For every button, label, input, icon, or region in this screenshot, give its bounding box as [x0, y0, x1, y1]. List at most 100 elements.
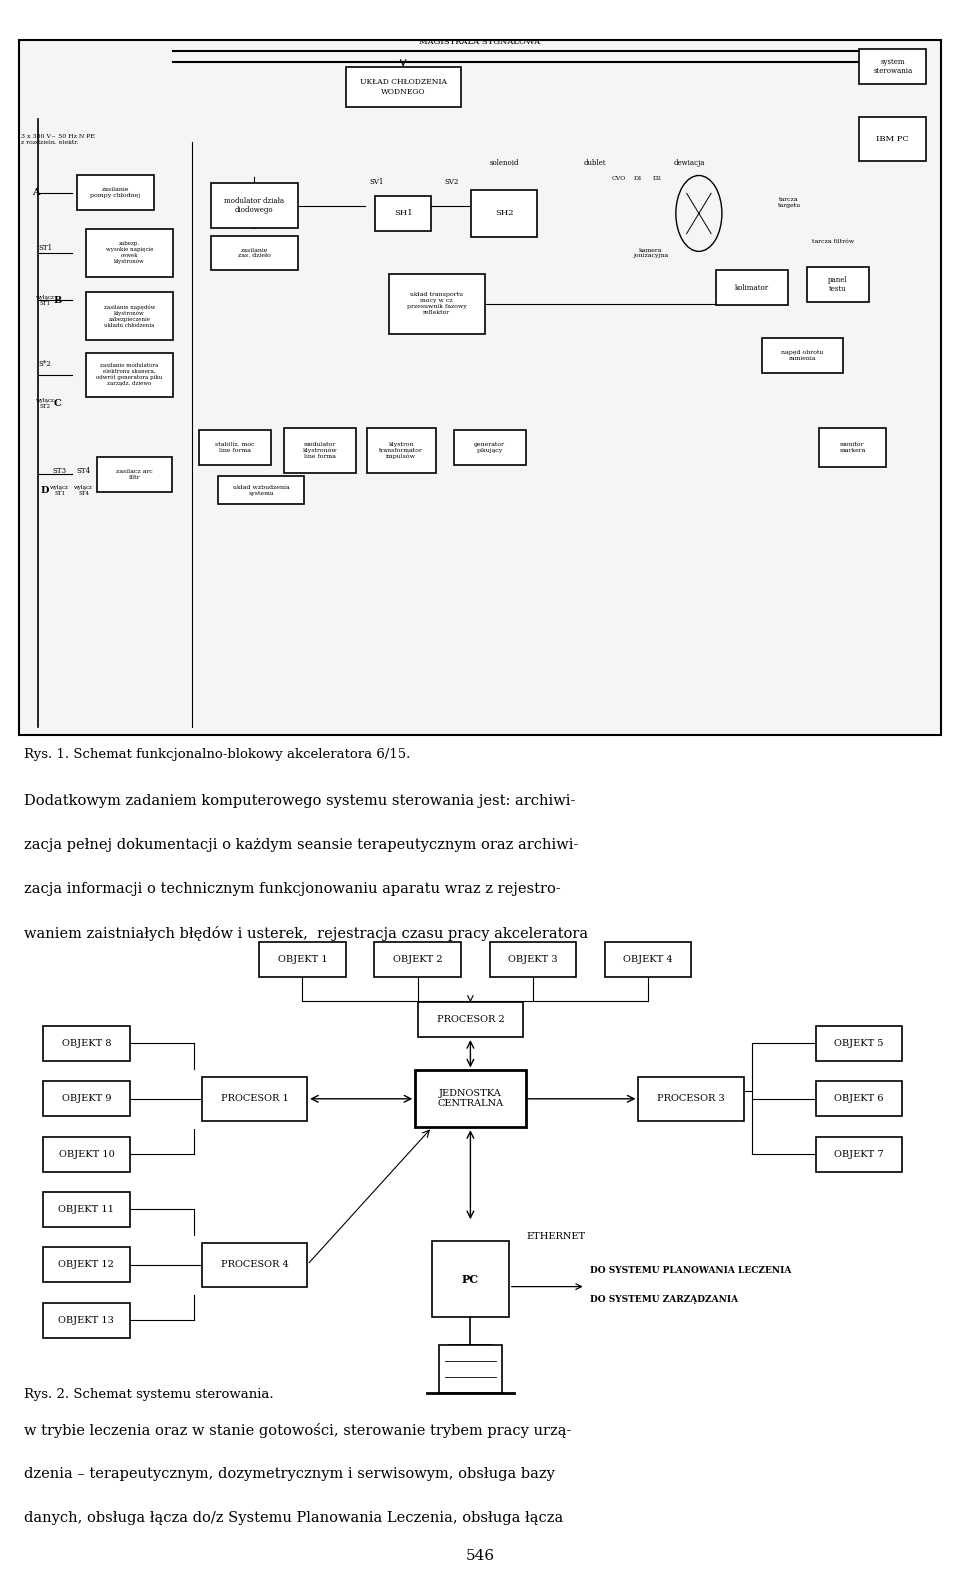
FancyBboxPatch shape: [859, 49, 926, 84]
Text: modulator
klystronów
line forma: modulator klystronów line forma: [302, 443, 337, 458]
Text: zasilanie napędów
klystronów
zabezpieczenie
układu chłodzenia: zasilanie napędów klystronów zabezpiecze…: [104, 305, 156, 327]
FancyBboxPatch shape: [389, 274, 485, 334]
Text: zacja pełnej dokumentacji o każdym seansie terapeutycznym oraz archiwi-: zacja pełnej dokumentacji o każdym seans…: [24, 838, 578, 852]
Text: OBJEKT 6: OBJEKT 6: [834, 1094, 884, 1104]
Text: PC: PC: [462, 1274, 479, 1284]
Text: S*2: S*2: [38, 359, 52, 368]
Text: zacja informacji o technicznym funkcjonowaniu aparatu wraz z rejestro-: zacja informacji o technicznym funkcjono…: [24, 882, 561, 896]
Text: dewiacja: dewiacja: [674, 158, 705, 168]
FancyBboxPatch shape: [816, 1137, 902, 1172]
FancyBboxPatch shape: [43, 1247, 130, 1282]
Text: OBJEKT 3: OBJEKT 3: [508, 955, 558, 964]
Text: dzenia – terapeutycznym, dozymetrycznym i serwisowym, obsługa bazy: dzenia – terapeutycznym, dozymetrycznym …: [24, 1467, 555, 1481]
Text: OBJEKT 10: OBJEKT 10: [59, 1149, 114, 1159]
Text: C: C: [54, 398, 61, 408]
FancyBboxPatch shape: [200, 430, 271, 465]
Text: w trybie leczenia oraz w stanie gotowości, sterowanie trybem pracy urzą-: w trybie leczenia oraz w stanie gotowośc…: [24, 1423, 571, 1437]
Text: OBJEKT 8: OBJEKT 8: [61, 1039, 111, 1048]
FancyBboxPatch shape: [202, 1077, 307, 1121]
Text: system
sterowania: system sterowania: [874, 58, 912, 74]
FancyBboxPatch shape: [762, 338, 843, 373]
FancyBboxPatch shape: [211, 236, 298, 270]
FancyBboxPatch shape: [43, 1192, 130, 1227]
FancyBboxPatch shape: [605, 942, 691, 977]
Text: Rys. 1. Schemat funkcjonalno-blokowy akceleratora 6/15.: Rys. 1. Schemat funkcjonalno-blokowy akc…: [24, 748, 410, 760]
Text: D: D: [41, 485, 49, 495]
Text: solenoid: solenoid: [490, 158, 518, 168]
Text: ST1: ST1: [38, 243, 52, 253]
FancyBboxPatch shape: [806, 267, 870, 302]
FancyBboxPatch shape: [218, 476, 304, 504]
FancyBboxPatch shape: [19, 40, 941, 735]
Text: zasilanie modulatora
elektronu skanera,
odwrót generatora piku
zarządz. dziewo: zasilanie modulatora elektronu skanera, …: [96, 364, 163, 386]
Text: kamera
jonizacyjna: kamera jonizacyjna: [634, 248, 668, 258]
Text: ETHERNET: ETHERNET: [526, 1232, 586, 1241]
FancyBboxPatch shape: [43, 1303, 130, 1338]
Text: ST4: ST4: [77, 466, 90, 476]
Text: SH2: SH2: [494, 209, 514, 218]
Text: wyłącz
ST4: wyłącz ST4: [74, 485, 93, 495]
Text: OBJEKT 13: OBJEKT 13: [59, 1315, 114, 1325]
FancyBboxPatch shape: [471, 190, 537, 237]
FancyBboxPatch shape: [97, 457, 172, 492]
FancyBboxPatch shape: [43, 1081, 130, 1116]
Text: zasilanie
pompy chłodnej: zasilanie pompy chłodnej: [90, 188, 140, 198]
Text: klystron
transformator
impulsów: klystron transformator impulsów: [379, 443, 423, 458]
FancyBboxPatch shape: [346, 66, 461, 108]
Text: zasilacz arc
filtr: zasilacz arc filtr: [116, 470, 153, 479]
Text: 546: 546: [466, 1549, 494, 1562]
FancyBboxPatch shape: [816, 1081, 902, 1116]
FancyBboxPatch shape: [415, 1070, 526, 1127]
Text: dublet: dublet: [584, 158, 607, 168]
Text: OBJEKT 1: OBJEKT 1: [277, 955, 327, 964]
Text: monitor
markera: monitor markera: [839, 443, 866, 452]
FancyBboxPatch shape: [375, 196, 431, 231]
Text: DO SYSTEMU PLANOWANIA LECZENIA: DO SYSTEMU PLANOWANIA LECZENIA: [590, 1266, 792, 1276]
Text: B: B: [54, 296, 61, 305]
FancyBboxPatch shape: [86, 229, 173, 277]
Text: wyłącz
ST1: wyłącz ST1: [50, 485, 69, 495]
Text: Dodatkowym zadaniem komputerowego systemu sterowania jest: archiwi-: Dodatkowym zadaniem komputerowego system…: [24, 794, 575, 808]
Text: ST3: ST3: [53, 466, 66, 476]
FancyBboxPatch shape: [43, 1137, 130, 1172]
Text: wyłącz
ST1: wyłącz ST1: [36, 296, 55, 305]
Text: tarcza
targetu: tarcza targetu: [778, 198, 801, 207]
Text: SV2: SV2: [444, 177, 458, 187]
Text: panel
testu: panel testu: [828, 277, 848, 292]
Text: PROCESOR 3: PROCESOR 3: [658, 1094, 725, 1104]
Text: stabiliz. moc
line forma: stabiliz. moc line forma: [215, 443, 255, 452]
Text: OBJEKT 4: OBJEKT 4: [623, 955, 673, 964]
FancyBboxPatch shape: [819, 427, 886, 468]
Text: zabezp.
wysokie napięcie
cewek
klystronów: zabezp. wysokie napięcie cewek klystronó…: [106, 242, 154, 264]
FancyBboxPatch shape: [716, 270, 787, 305]
Text: Rys. 2. Schemat systemu sterowania.: Rys. 2. Schemat systemu sterowania.: [24, 1388, 274, 1401]
Text: tarcza filtrów: tarcza filtrów: [812, 239, 854, 245]
Text: MAGISTRALA SYGNAŁOWA: MAGISTRALA SYGNAŁOWA: [420, 38, 540, 46]
FancyBboxPatch shape: [454, 430, 526, 465]
Text: kolimator: kolimator: [734, 283, 769, 292]
FancyBboxPatch shape: [86, 353, 173, 397]
Text: PROCESOR 4: PROCESOR 4: [221, 1260, 288, 1270]
FancyBboxPatch shape: [374, 942, 461, 977]
FancyBboxPatch shape: [86, 292, 173, 340]
FancyBboxPatch shape: [638, 1077, 744, 1121]
Text: JEDNOSTKA
CENTRALNA: JEDNOSTKA CENTRALNA: [438, 1089, 503, 1108]
FancyBboxPatch shape: [859, 117, 926, 161]
FancyBboxPatch shape: [816, 1026, 902, 1061]
FancyBboxPatch shape: [43, 1026, 130, 1061]
Text: danych, obsługa łącza do/z Systemu Planowania Leczenia, obsługa łącza: danych, obsługa łącza do/z Systemu Plano…: [24, 1511, 564, 1526]
Text: SV1: SV1: [370, 177, 383, 187]
Text: generator
pikujący: generator pikujący: [474, 443, 505, 452]
FancyBboxPatch shape: [211, 183, 298, 228]
Text: waniem zaistniałych błędów i usterek,  rejestracja czasu pracy akceleratora: waniem zaistniałych błędów i usterek, re…: [24, 926, 588, 941]
Text: SH1: SH1: [394, 209, 413, 218]
Text: PROCESOR 1: PROCESOR 1: [221, 1094, 288, 1104]
Text: OBJEKT 12: OBJEKT 12: [59, 1260, 114, 1270]
Text: zasilanie
zas. dzieło: zasilanie zas. dzieło: [238, 248, 271, 258]
Text: OBJEKT 2: OBJEKT 2: [393, 955, 443, 964]
Text: OBJEKT 9: OBJEKT 9: [61, 1094, 111, 1104]
Text: wyłącz
ST2: wyłącz ST2: [36, 398, 55, 408]
FancyBboxPatch shape: [418, 1002, 523, 1037]
Text: OBJEKT 5: OBJEKT 5: [834, 1039, 884, 1048]
Text: DO SYSTEMU ZARZĄDZANIA: DO SYSTEMU ZARZĄDZANIA: [590, 1295, 738, 1304]
